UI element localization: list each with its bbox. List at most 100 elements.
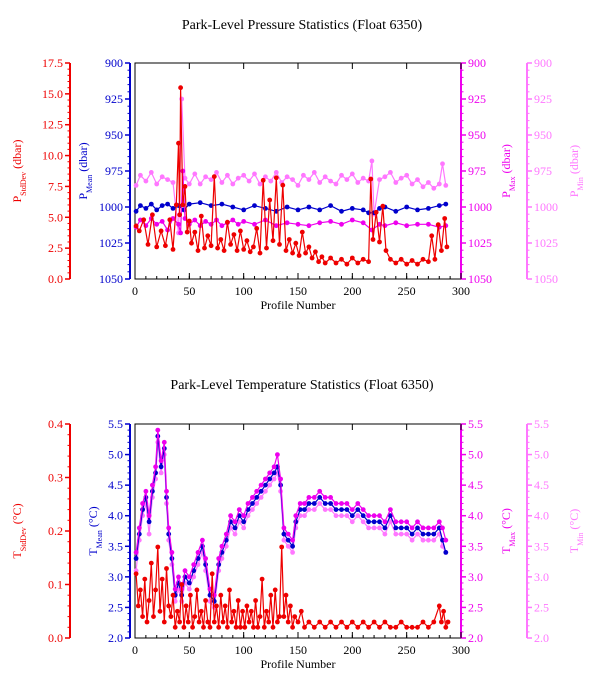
data-point: [205, 619, 211, 625]
data-point: [344, 501, 350, 506]
data-point: [443, 183, 449, 188]
data-point: [296, 253, 302, 258]
data-point: [191, 562, 197, 567]
y-tick-label: 1050: [468, 272, 492, 286]
data-point: [201, 624, 206, 630]
data-point: [197, 200, 203, 206]
data-point: [195, 550, 201, 555]
data-point: [388, 519, 393, 525]
y-tick-label: 7.5: [48, 179, 63, 193]
data-point: [263, 206, 268, 211]
y-tick-label: 5.0: [108, 448, 123, 462]
data-point: [198, 213, 204, 219]
y-tick-label: 2.0: [108, 631, 123, 645]
data-point: [142, 576, 148, 582]
x-tick-label: 200: [343, 284, 361, 298]
data-point: [443, 201, 449, 207]
data-point: [159, 203, 165, 209]
data-point: [140, 501, 146, 506]
data-point: [273, 175, 279, 181]
data-point: [322, 624, 328, 630]
data-point: [279, 544, 285, 550]
data-point: [267, 197, 273, 203]
data-point: [382, 174, 388, 180]
data-point: [136, 228, 142, 234]
data-point: [140, 614, 146, 619]
y-tick-label: 900: [534, 56, 552, 70]
data-point: [328, 495, 333, 500]
data-point: [355, 180, 361, 185]
data-point: [284, 174, 290, 180]
data-point: [420, 184, 426, 190]
data-point: [170, 247, 176, 252]
y-tick-label: 0.0: [48, 631, 63, 645]
data-point: [271, 464, 277, 470]
y-axis-max: 2.0 2.5 3.0 3.5 4.0 4.5 5.0 5.5 TMax (°C): [460, 417, 517, 645]
y-axis-label-max: TMax (°C): [499, 508, 517, 554]
data-point: [317, 495, 323, 500]
y-tick-label: 1050: [99, 272, 123, 286]
data-point: [322, 501, 328, 506]
data-point: [211, 598, 217, 604]
data-point: [398, 256, 404, 262]
data-point: [285, 537, 291, 543]
data-point: [192, 614, 198, 619]
data-point: [409, 525, 415, 531]
x-tick-label: 300: [452, 643, 470, 657]
data-point: [393, 220, 399, 226]
data-point: [278, 476, 283, 482]
data-point: [218, 237, 224, 242]
chart-temperature: Park-Level Temperature Statistics (Float…: [10, 378, 585, 671]
data-point: [146, 513, 152, 519]
data-point: [190, 624, 196, 630]
data-point: [161, 439, 167, 445]
data-point: [228, 513, 234, 519]
y-tick-label: 4.0: [534, 509, 549, 523]
data-point: [189, 240, 194, 246]
data-point: [250, 507, 255, 512]
data-point: [143, 178, 149, 184]
data-point: [216, 624, 222, 630]
data-point: [254, 495, 260, 500]
data-point: [284, 204, 290, 210]
data-point: [355, 507, 361, 512]
y-tick-label: 2.5: [468, 600, 483, 614]
data-point: [328, 178, 333, 184]
data-point: [306, 244, 312, 250]
data-point: [333, 260, 339, 266]
data-point: [165, 177, 171, 183]
data-point: [360, 507, 366, 512]
data-point: [333, 181, 339, 187]
data-point: [263, 476, 268, 482]
data-point: [211, 174, 217, 180]
data-point: [148, 201, 154, 207]
data-point: [290, 177, 295, 183]
y-axis-label-max: PMax (dbar): [499, 144, 517, 198]
chart-title: Park-Level Pressure Statistics (Float 63…: [182, 18, 423, 33]
y-tick-label: 5.5: [468, 417, 483, 431]
data-point: [177, 619, 183, 625]
series-line-stddev: [135, 546, 449, 630]
data-point: [398, 519, 404, 525]
data-point: [302, 624, 307, 630]
data-point: [280, 182, 286, 188]
data-point: [420, 619, 426, 625]
data-point: [440, 525, 445, 531]
y-tick-label: 900: [105, 56, 123, 70]
series-line-max: [135, 430, 447, 597]
data-point: [172, 624, 178, 630]
y-tick-label: 0.4: [48, 417, 63, 431]
x-tick-label: 0: [132, 643, 138, 657]
data-point: [219, 180, 225, 185]
data-point: [238, 624, 243, 630]
data-point: [268, 592, 274, 598]
data-point: [258, 488, 264, 494]
data-point: [241, 519, 247, 525]
data-point: [182, 184, 188, 189]
y-tick-label: 0.0: [48, 272, 63, 286]
data-point: [311, 170, 317, 175]
data-point: [393, 180, 399, 185]
data-point: [248, 608, 254, 614]
data-point: [143, 488, 149, 494]
data-point: [170, 180, 176, 185]
